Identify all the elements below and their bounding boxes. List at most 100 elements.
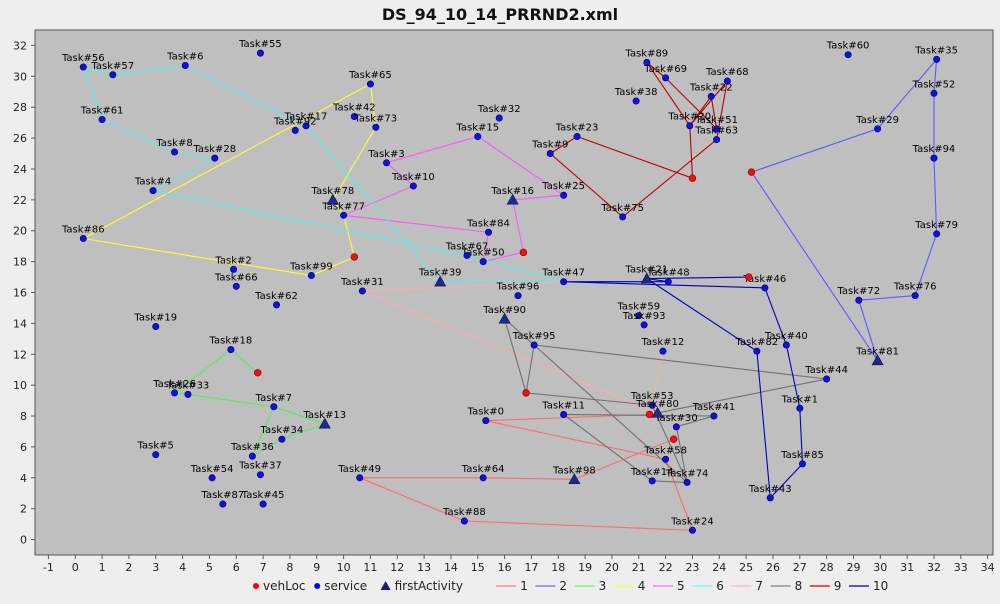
service-point: [573, 133, 581, 141]
task-label: Task#39: [418, 268, 462, 279]
x-tick-label: 16: [498, 561, 512, 574]
route-8-line: [503, 317, 827, 484]
task-label: Task#85: [780, 450, 824, 461]
service-point: [930, 154, 938, 162]
y-tick-label: 32: [13, 39, 27, 52]
service-point: [350, 112, 358, 120]
task-label: Task#5: [137, 441, 174, 452]
first-activity-marker: [498, 312, 511, 324]
legend-label-2: 2: [559, 579, 567, 593]
service-point: [648, 401, 656, 409]
service-point: [619, 213, 627, 221]
service-point: [560, 410, 568, 418]
x-tick-label: 12: [390, 561, 404, 574]
task-label: Task#77: [321, 201, 365, 212]
x-tick-label: 19: [578, 561, 592, 574]
x-tick-label: 25: [739, 561, 753, 574]
task-label: Task#34: [260, 425, 304, 436]
service-point: [495, 114, 503, 122]
x-tick-label: 4: [179, 561, 186, 574]
task-label: Task#94: [912, 144, 956, 155]
service-point: [707, 92, 715, 100]
service-point: [643, 58, 651, 66]
task-label: Task#19: [133, 312, 177, 323]
service-point: [356, 474, 364, 482]
service-point: [98, 116, 106, 124]
service-point: [713, 136, 721, 144]
task-label: Task#62: [254, 291, 298, 302]
service-point: [648, 477, 656, 485]
service-point: [181, 62, 189, 70]
task-label: Task#0: [467, 407, 504, 418]
service-point: [753, 347, 761, 355]
task-label: Task#74: [665, 468, 709, 479]
x-tick-label: 27: [793, 561, 807, 574]
x-tick-label: 9: [313, 561, 320, 574]
service-point: [664, 278, 672, 286]
service-point: [79, 234, 87, 242]
task-label: Task#31: [340, 277, 384, 288]
x-tick-label: 10: [337, 561, 351, 574]
first-activity-marker: [651, 406, 664, 418]
task-label: Task#53: [630, 391, 674, 402]
task-label: Task#81: [855, 346, 899, 357]
task-label: Task#14: [630, 467, 674, 478]
service-point: [230, 265, 238, 273]
service-point: [782, 341, 790, 349]
vehicle-location-point: [254, 369, 262, 377]
x-tick-label: 8: [286, 561, 293, 574]
x-tick-label: 30: [873, 561, 887, 574]
y-tick-label: 28: [13, 101, 27, 114]
service-point: [474, 133, 482, 141]
task-label: Task#82: [735, 337, 779, 348]
task-label: Task#88: [442, 507, 486, 518]
y-tick-label: 30: [13, 70, 27, 83]
task-label: Task#65: [348, 70, 392, 81]
task-label: Task#90: [482, 305, 526, 316]
task-label: Task#60: [826, 41, 870, 52]
vehicle-location-point: [522, 389, 530, 397]
plot-area: [34, 29, 994, 556]
service-point: [383, 159, 391, 167]
task-label: Task#36: [230, 442, 274, 453]
task-label: Task#33: [166, 380, 210, 391]
task-label: Task#72: [836, 286, 880, 297]
service-point: [479, 258, 487, 266]
service-point: [232, 282, 240, 290]
task-label: Task#93: [622, 311, 666, 322]
service-point: [683, 478, 691, 486]
task-label: Task#54: [190, 464, 234, 475]
service-point: [933, 230, 941, 238]
service-point: [152, 322, 160, 330]
task-label: Task#58: [643, 445, 687, 456]
service-point: [278, 435, 286, 443]
task-label: Task#73: [353, 113, 397, 124]
task-label: Task#22: [689, 82, 733, 93]
service-point: [291, 126, 299, 134]
task-label: Task#4: [134, 177, 171, 188]
task-label: Task#48: [646, 268, 690, 279]
task-label: Task#44: [804, 365, 848, 376]
x-tick-label: 34: [981, 561, 995, 574]
legend-label-3: 3: [599, 579, 607, 593]
task-label: Task#86: [61, 224, 105, 235]
vehicle-location-point: [688, 174, 697, 182]
x-tick-label: 26: [766, 561, 780, 574]
service-point: [514, 292, 522, 300]
y-tick-label: 16: [13, 287, 27, 300]
task-label: Task#3: [367, 149, 404, 160]
x-tick-label: 15: [471, 561, 485, 574]
task-label: Task#43: [748, 484, 792, 495]
vehicle-location-point: [350, 253, 359, 261]
task-label: Task#28: [192, 144, 236, 155]
task-label: Task#16: [490, 186, 534, 197]
service-point: [152, 451, 160, 459]
legend-label-9: 9: [834, 579, 842, 593]
legend-label-5: 5: [677, 579, 685, 593]
task-label: Task#40: [764, 331, 808, 342]
service-point: [796, 404, 804, 412]
task-label: Task#56: [61, 53, 105, 64]
task-label: Task#84: [466, 218, 510, 229]
x-tick-label: 1: [99, 561, 106, 574]
